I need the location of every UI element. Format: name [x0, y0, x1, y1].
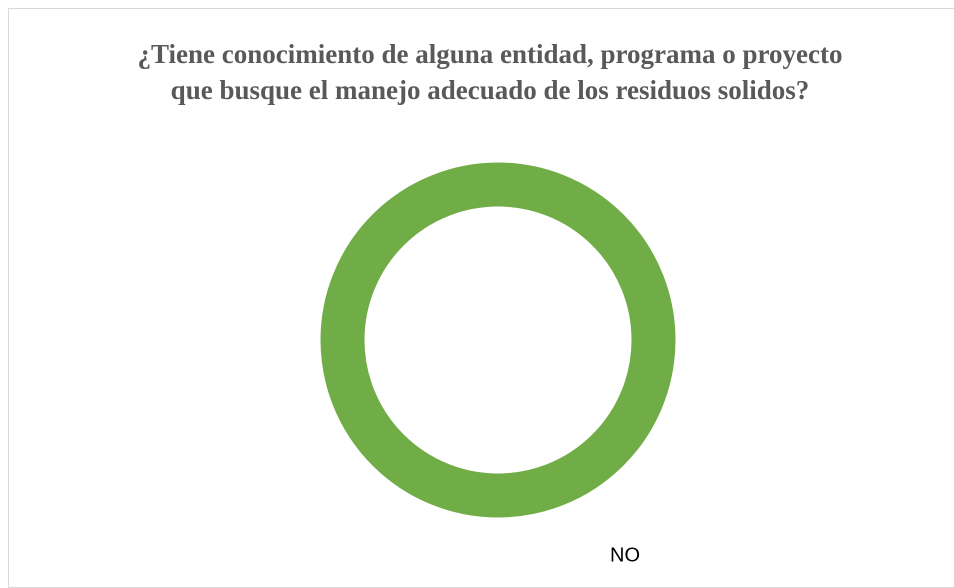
- donut-slice: [319, 161, 677, 519]
- legend-label: NO: [610, 544, 640, 566]
- chart-title: ¿Tiene conocimiento de alguna entidad, p…: [137, 39, 843, 105]
